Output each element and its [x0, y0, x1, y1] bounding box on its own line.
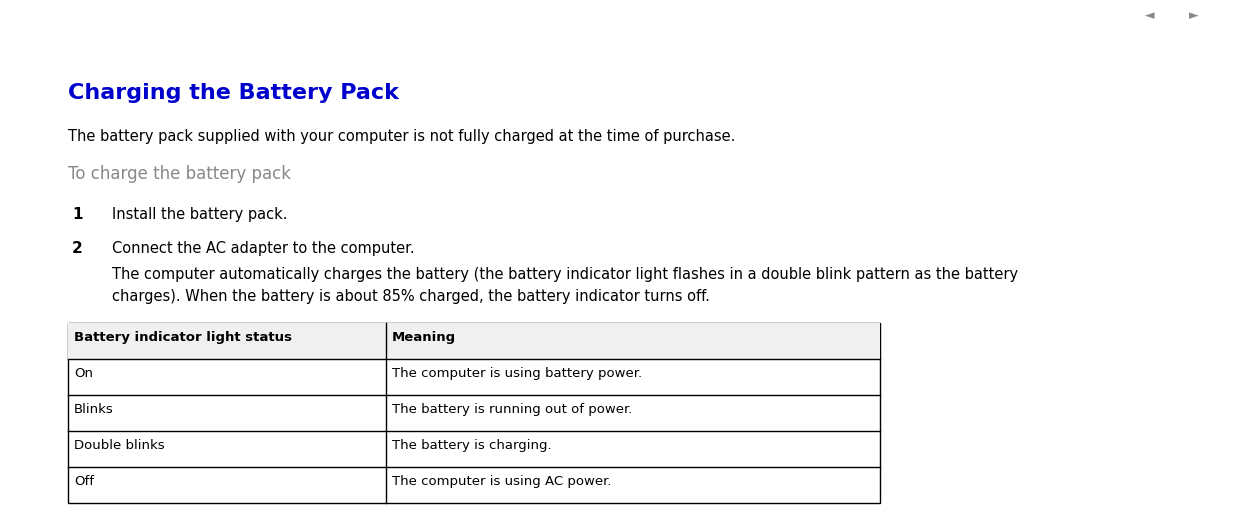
Text: 1: 1 [72, 207, 83, 222]
Text: ►: ► [1189, 9, 1199, 22]
Text: The computer is using AC power.: The computer is using AC power. [392, 475, 611, 488]
Text: The battery is charging.: The battery is charging. [392, 439, 552, 452]
Text: 2: 2 [72, 241, 83, 256]
Text: Off: Off [74, 475, 94, 488]
Text: Getting Started: Getting Started [1117, 33, 1226, 46]
Text: charges). When the battery is about 85% charged, the battery indicator turns off: charges). When the battery is about 85% … [112, 289, 709, 304]
Text: On: On [74, 367, 93, 380]
Bar [68, 323, 880, 503]
Text: 23: 23 [1163, 9, 1180, 22]
Text: VAIO: VAIO [12, 13, 94, 42]
Text: Battery indicator light status: Battery indicator light status [74, 331, 291, 344]
Text: Meaning: Meaning [392, 331, 456, 344]
Text: Charging the Battery Pack: Charging the Battery Pack [68, 83, 399, 103]
Text: The battery pack supplied with your computer is not fully charged at the time of: The battery pack supplied with your comp… [68, 129, 735, 144]
Text: Blinks: Blinks [74, 403, 114, 416]
Text: Connect the AC adapter to the computer.: Connect the AC adapter to the computer. [112, 241, 414, 256]
Bar [68, 323, 880, 359]
Text: ◄: ◄ [1146, 9, 1154, 22]
Text: The computer automatically charges the battery (the battery indicator light flas: The computer automatically charges the b… [112, 267, 1018, 282]
Text: Double blinks: Double blinks [74, 439, 165, 452]
Text: To charge the battery pack: To charge the battery pack [68, 165, 291, 183]
Text: Install the battery pack.: Install the battery pack. [112, 207, 288, 222]
Text: The computer is using battery power.: The computer is using battery power. [392, 367, 642, 380]
Text: The battery is running out of power.: The battery is running out of power. [392, 403, 632, 416]
